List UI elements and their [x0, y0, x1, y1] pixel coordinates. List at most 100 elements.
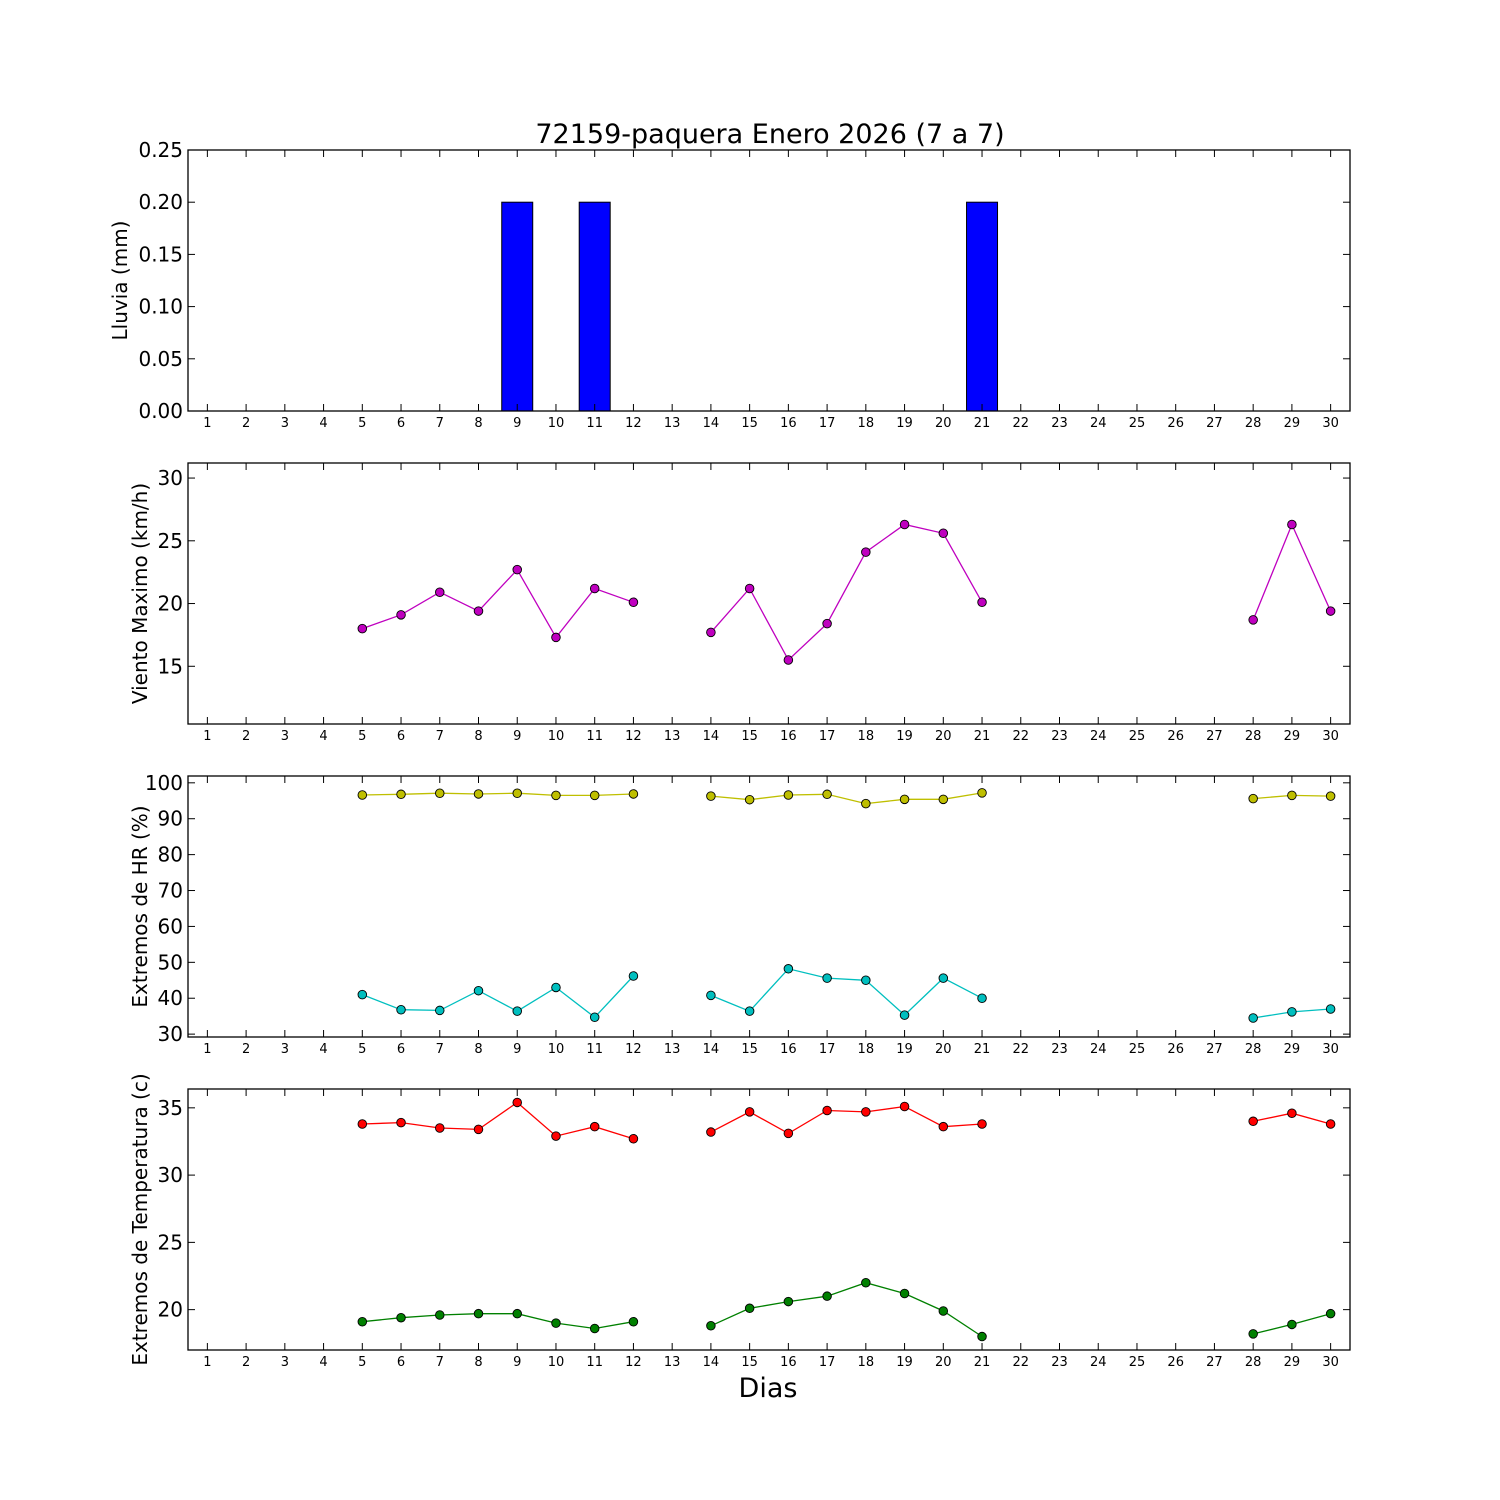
x-tick-label: 25 [1129, 1042, 1146, 1057]
x-tick-label: 17 [819, 729, 836, 744]
x-tick-label: 5 [358, 416, 366, 431]
x-tick-label: 3 [281, 1355, 289, 1370]
x-tick-label: 20 [935, 1042, 952, 1057]
series-1-point-day-20 [938, 794, 949, 805]
series-1-line [710, 1105, 983, 1135]
x-tick-label: 20 [935, 1355, 952, 1370]
series-2-point-day-8 [473, 985, 484, 996]
x-tick-label: 7 [436, 1042, 444, 1057]
series-2-point-day-29 [1287, 1007, 1297, 1017]
series-1-point-day-18 [861, 547, 871, 557]
series-1-point-day-17 [822, 789, 832, 800]
series-1-point-day-30 [1325, 1119, 1336, 1129]
x-tick-label: 17 [819, 416, 836, 431]
series-2-point-day-20 [938, 973, 949, 983]
series-2-point-day-6 [396, 1004, 406, 1015]
x-tick-label: 15 [741, 416, 758, 431]
series-2-point-day-14 [706, 990, 716, 1001]
x-tick-label: 30 [1322, 729, 1339, 744]
x-tick-label: 26 [1167, 416, 1184, 431]
series-2-point-day-16 [783, 1296, 794, 1307]
series-2-point-day-12 [628, 1316, 639, 1327]
x-tick-label: 22 [1012, 1042, 1029, 1057]
series-1-point-day-29 [1287, 790, 1297, 801]
y-axis-label: Lluvia (mm) [108, 221, 132, 341]
x-tick-label: 4 [319, 1355, 327, 1370]
y-tick-label: 0.20 [138, 190, 183, 214]
series-2-point-day-6 [396, 1312, 406, 1323]
x-tick-label: 20 [935, 416, 952, 431]
x-tick-label: 14 [703, 1042, 720, 1057]
series-2-point-day-11 [589, 1012, 600, 1023]
series-1-point-day-28 [1248, 1116, 1258, 1127]
series-2-point-day-5 [357, 1316, 368, 1327]
x-tick-label: 23 [1051, 1355, 1068, 1370]
series-1-point-day-6 [396, 1117, 406, 1128]
series-2-line [362, 1313, 634, 1330]
x-tick-label: 21 [974, 1042, 991, 1057]
x-tick-label: 10 [548, 1042, 565, 1057]
x-tick-label: 6 [397, 729, 405, 744]
series-2-point-day-21 [977, 1331, 987, 1342]
x-tick-label: 25 [1129, 729, 1146, 744]
x-tick-label: 8 [474, 729, 482, 744]
series-1-point-day-18 [861, 1107, 871, 1117]
x-tick-label: 12 [625, 729, 642, 744]
x-tick-label: 5 [358, 1355, 366, 1370]
series-1-point-day-6 [396, 610, 406, 620]
series-1-point-day-16 [783, 655, 794, 665]
series-1-point-day-16 [783, 790, 794, 800]
x-tick-label: 2 [242, 1042, 250, 1057]
x-tick-label: 16 [780, 416, 797, 431]
series-2-point-day-12 [628, 971, 639, 981]
series-1-point-day-11 [589, 1121, 600, 1132]
x-tick-label: 13 [664, 1042, 681, 1057]
bar-day-11 [578, 201, 611, 412]
series-2-point-day-28 [1248, 1013, 1258, 1023]
series-1-point-day-5 [357, 623, 368, 634]
series-1-point-day-12 [628, 789, 639, 799]
series-1-point-day-7 [435, 587, 445, 597]
series-1-point-day-9 [512, 1097, 522, 1108]
series-1-point-day-20 [938, 1121, 949, 1132]
series-1-line [710, 523, 983, 662]
series-1-point-day-19 [899, 1101, 910, 1112]
series-2-point-day-7 [435, 1005, 445, 1016]
x-tick-label: 1 [203, 416, 211, 431]
series-2-point-day-20 [938, 1306, 949, 1316]
x-tick-label: 13 [664, 1355, 681, 1370]
series-1-point-day-5 [357, 790, 368, 800]
x-tick-label: 22 [1012, 729, 1029, 744]
x-tick-label: 18 [858, 1042, 875, 1057]
x-tick-label: 12 [625, 416, 642, 431]
x-tick-label: 5 [358, 729, 366, 744]
x-tick-label: 7 [436, 416, 444, 431]
series-1-point-day-21 [977, 1119, 987, 1129]
series-2-point-day-9 [512, 1006, 522, 1016]
series-1-point-day-19 [899, 519, 910, 530]
x-tick-label: 8 [474, 416, 482, 431]
x-tick-label: 9 [513, 729, 521, 744]
series-1-point-day-28 [1248, 615, 1258, 625]
x-tick-label: 22 [1012, 1355, 1029, 1370]
series-1-line [1252, 522, 1332, 621]
x-tick-label: 14 [703, 416, 720, 431]
series-1-point-day-30 [1325, 606, 1336, 616]
series-1-point-day-9 [512, 564, 522, 575]
x-tick-label: 23 [1051, 1042, 1068, 1057]
series-2-line [362, 975, 634, 1019]
x-tick-label: 3 [281, 1042, 289, 1057]
x-tick-label: 1 [203, 1355, 211, 1370]
x-tick-label: 10 [548, 1355, 565, 1370]
x-tick-label: 30 [1322, 1355, 1339, 1370]
y-tick-label: 100 [145, 771, 183, 795]
series-1-line [362, 792, 634, 797]
x-tick-label: 10 [548, 729, 565, 744]
y-tick-label: 0.00 [138, 399, 183, 423]
x-tick-label: 15 [741, 729, 758, 744]
x-tick-label: 9 [513, 416, 521, 431]
x-tick-label: 21 [974, 416, 991, 431]
x-tick-label: 11 [586, 729, 603, 744]
series-2-point-day-18 [861, 975, 871, 986]
